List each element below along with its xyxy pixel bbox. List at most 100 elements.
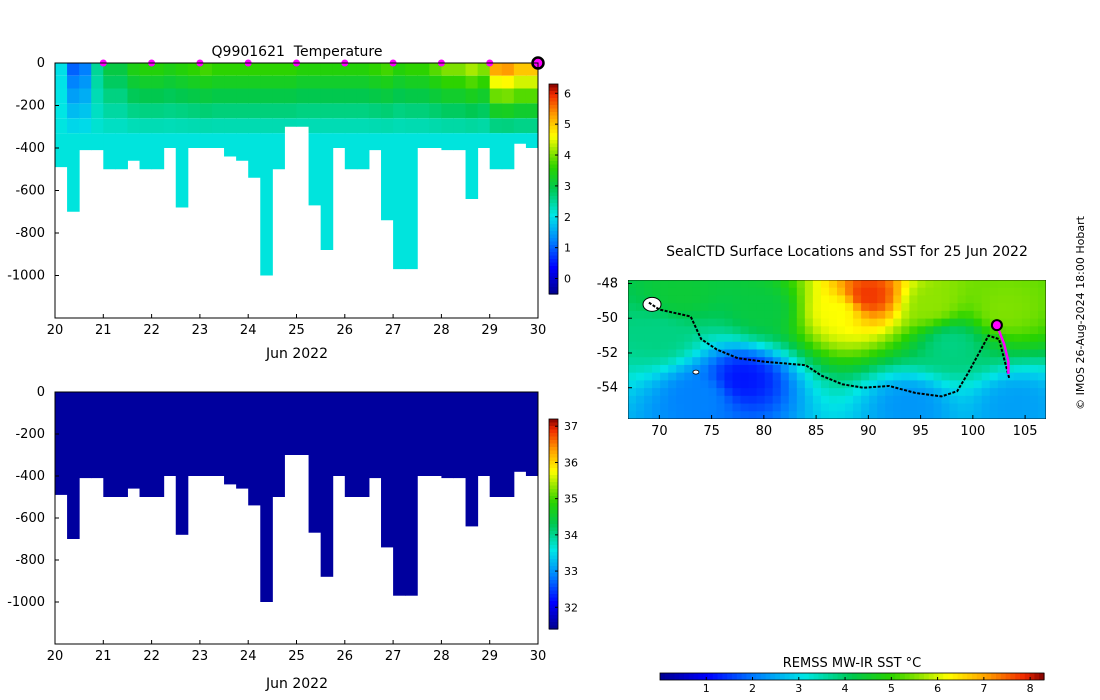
temperature-cell bbox=[236, 133, 249, 148]
salinity-colorbar-swatch bbox=[549, 531, 558, 536]
sst-cell bbox=[628, 287, 637, 297]
sst-cell bbox=[716, 295, 726, 304]
salinity-colorbar-tick-label: 32 bbox=[564, 601, 578, 614]
sst-cell bbox=[716, 388, 726, 397]
sst-cell bbox=[933, 411, 943, 419]
temperature-cell bbox=[115, 63, 128, 76]
sst-cell bbox=[893, 349, 902, 358]
sst-cell bbox=[1029, 380, 1039, 389]
sst-cell bbox=[660, 341, 669, 351]
sst-cell bbox=[909, 357, 918, 366]
sst-cell bbox=[949, 334, 959, 343]
temperature-cell bbox=[103, 118, 116, 134]
sst-cell bbox=[885, 372, 894, 381]
sst-cell bbox=[652, 364, 661, 374]
temperature-cell bbox=[103, 133, 116, 148]
temperature-colorbar-swatch bbox=[549, 241, 558, 246]
sst-cell bbox=[628, 334, 637, 343]
sst-colorbar-swatch bbox=[703, 673, 709, 680]
sst-cell bbox=[676, 380, 685, 389]
sst-cell bbox=[788, 280, 798, 289]
sst-cell bbox=[981, 295, 991, 304]
sst-cell bbox=[933, 318, 943, 327]
salinity-colorbar-swatch bbox=[549, 443, 558, 448]
temperature-cell bbox=[429, 103, 442, 119]
temperature-cell bbox=[405, 148, 418, 270]
sst-cell bbox=[804, 318, 814, 327]
sst-cell bbox=[732, 326, 742, 335]
sst-colorbar-swatch bbox=[698, 673, 704, 680]
temperature-cell bbox=[284, 88, 297, 104]
sst-colorbar-label: REMSS MW-IR SST °C bbox=[783, 656, 922, 671]
sst-cell bbox=[636, 388, 645, 397]
temperature-y-tick-label: -1000 bbox=[7, 269, 45, 284]
sst-cell bbox=[748, 280, 758, 289]
sst-cell bbox=[1037, 318, 1046, 327]
sst-cell bbox=[965, 341, 975, 351]
temperature-cell bbox=[332, 88, 346, 104]
sst-cell bbox=[885, 280, 894, 289]
temperature-cell bbox=[308, 75, 322, 89]
temperature-chart-title: Q9901621 Temperature bbox=[212, 44, 383, 60]
temperature-colorbar-swatch bbox=[549, 189, 558, 194]
temperature-colorbar-swatch bbox=[549, 213, 558, 218]
temperature-cell bbox=[260, 75, 273, 89]
sst-colorbar-swatch bbox=[765, 673, 771, 680]
sst-cell bbox=[708, 357, 718, 366]
sst-cell bbox=[684, 395, 693, 405]
temperature-cell bbox=[103, 148, 116, 170]
salinity-colorbar-swatch bbox=[549, 611, 558, 616]
sst-cell bbox=[772, 403, 782, 412]
sst-cell bbox=[997, 287, 1007, 297]
salinity-cell bbox=[501, 392, 515, 497]
sst-cell bbox=[780, 303, 790, 312]
temperature-colorbar-swatch bbox=[549, 252, 558, 257]
sst-cell bbox=[957, 280, 967, 289]
sst-colorbar-swatch bbox=[847, 673, 853, 680]
sst-cell bbox=[828, 364, 838, 374]
salinity-y-tick-label: -600 bbox=[15, 511, 45, 526]
temperature-cell bbox=[465, 118, 479, 134]
sst-colorbar-swatch bbox=[909, 673, 915, 680]
sst-cell bbox=[756, 341, 766, 351]
salinity-cell bbox=[453, 392, 467, 479]
temperature-cell bbox=[417, 133, 430, 148]
sst-cell bbox=[1021, 380, 1031, 389]
temperature-cell bbox=[501, 148, 515, 170]
sst-cell bbox=[780, 349, 790, 358]
temperature-y-tick-label: 0 bbox=[37, 56, 45, 71]
sst-cell bbox=[660, 364, 669, 374]
sst-cell bbox=[684, 403, 693, 412]
sst-cell bbox=[885, 395, 894, 405]
sst-cell bbox=[684, 349, 693, 358]
sst-cell bbox=[820, 380, 830, 389]
sst-cell bbox=[756, 303, 766, 312]
sst-cell bbox=[917, 295, 927, 304]
sst-cell bbox=[837, 334, 846, 343]
temperature-cell bbox=[224, 75, 237, 89]
sst-cell bbox=[973, 334, 983, 343]
sst-cell bbox=[708, 334, 718, 343]
sst-cell bbox=[692, 318, 701, 327]
sst-cell bbox=[636, 310, 645, 320]
sst-cell bbox=[845, 372, 854, 381]
temperature-cell bbox=[525, 103, 538, 119]
temperature-cell bbox=[127, 63, 141, 76]
sst-cell bbox=[668, 334, 677, 343]
sst-cell bbox=[692, 403, 701, 412]
sst-colorbar-swatch bbox=[962, 673, 968, 680]
salinity-colorbar-swatch bbox=[549, 594, 558, 599]
sst-cell bbox=[756, 326, 766, 335]
salinity-cell bbox=[115, 392, 128, 497]
sst-cell bbox=[812, 403, 822, 412]
sst-cell bbox=[853, 388, 862, 397]
sst-cell bbox=[941, 372, 951, 381]
sst-cell bbox=[748, 349, 758, 358]
sst-cell bbox=[828, 395, 838, 405]
sst-cell bbox=[692, 372, 701, 381]
sst-cell bbox=[828, 287, 838, 297]
temperature-cell bbox=[67, 63, 80, 76]
sst-cell bbox=[973, 364, 983, 374]
salinity-cell bbox=[441, 392, 454, 479]
